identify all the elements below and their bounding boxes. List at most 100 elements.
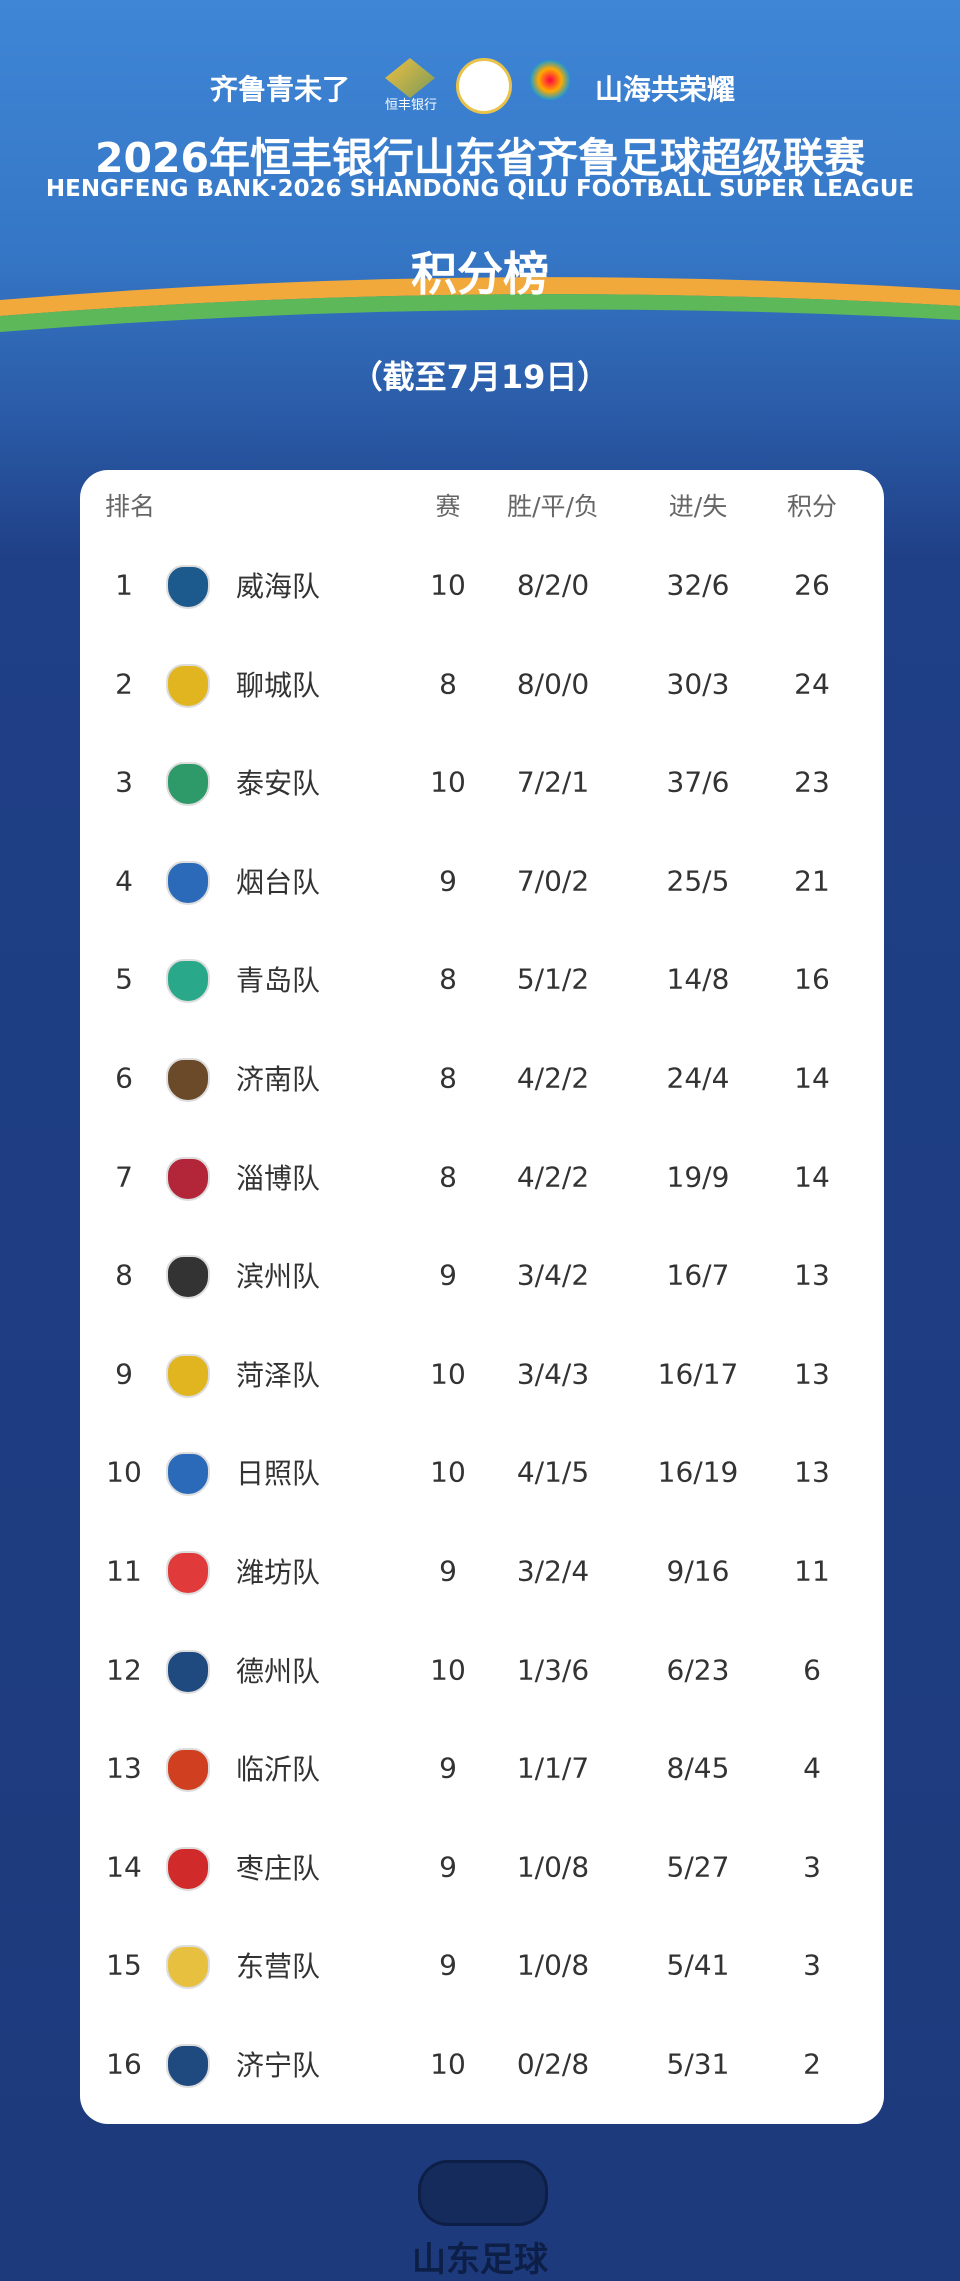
- wdl: 1/0/8: [516, 1850, 590, 1884]
- rank: 10: [106, 1455, 142, 1489]
- points: 4: [803, 1751, 821, 1785]
- team-name: 威海队: [236, 570, 321, 603]
- played: 9: [439, 1258, 457, 1292]
- lottery-logo: [530, 60, 570, 100]
- wdl: 4/2/2: [516, 1160, 590, 1194]
- points: 14: [794, 1061, 830, 1095]
- goals: 8/45: [666, 1751, 730, 1785]
- rank: 6: [115, 1061, 133, 1095]
- points: 6: [803, 1653, 821, 1687]
- sponsor-logo: [385, 58, 435, 98]
- points: 11: [794, 1554, 830, 1588]
- goals: 19/9: [666, 1160, 730, 1194]
- column-header: 积分: [786, 492, 838, 521]
- wdl: 3/4/2: [516, 1258, 590, 1292]
- wdl: 1/3/6: [516, 1653, 590, 1687]
- team-logo: [166, 1255, 210, 1300]
- team-name: 德州队: [236, 1654, 321, 1688]
- goals: 6/23: [666, 1653, 730, 1687]
- team-logo: [166, 1058, 210, 1102]
- slogan: 山海共荣耀: [595, 73, 736, 106]
- rank: 2: [115, 667, 133, 701]
- footer-brand: 山东足球: [412, 2240, 548, 2280]
- team-logo: [166, 860, 210, 905]
- played: 8: [439, 667, 457, 701]
- team-name: 济宁队: [236, 2049, 321, 2082]
- wdl: 3/2/4: [516, 1554, 590, 1588]
- played: 10: [430, 1653, 466, 1687]
- team-name: 东营队: [236, 1950, 321, 1984]
- points: 13: [794, 1258, 830, 1292]
- sponsor-name: 恒丰银行: [385, 98, 438, 113]
- column-header: 胜/平/负: [507, 492, 599, 521]
- column-header: 赛: [435, 492, 461, 521]
- played: 9: [439, 1554, 457, 1588]
- stripes: [0, 277, 960, 332]
- team-name: 聊城队: [236, 668, 321, 702]
- rank: 14: [106, 1850, 142, 1884]
- subtitle: HENGFENG BANK·2026 SHANDONG QILU FOOTBAL…: [45, 176, 915, 202]
- played: 10: [430, 568, 466, 602]
- wdl: 4/2/2: [516, 1061, 590, 1095]
- team-logo: [166, 1156, 210, 1201]
- goals: 16/19: [657, 1455, 739, 1489]
- goals: 37/6: [666, 765, 730, 799]
- team-name: 济南队: [236, 1063, 321, 1096]
- rank: 12: [106, 1653, 142, 1687]
- team-logo: [166, 1945, 210, 1990]
- column-header: 进/失: [668, 492, 728, 521]
- wdl: 7/0/2: [516, 864, 590, 898]
- wdl: 8/0/0: [516, 667, 590, 701]
- goals: 16/7: [666, 1258, 730, 1292]
- team-name: 淄博队: [236, 1161, 321, 1195]
- goals: 32/6: [666, 568, 730, 602]
- played: 9: [439, 1948, 457, 1982]
- rank: 9: [115, 1357, 133, 1391]
- team-logo: [166, 1649, 210, 1694]
- team-name: 潍坊队: [236, 1556, 321, 1589]
- points: 23: [794, 765, 830, 799]
- goals: 5/41: [666, 1948, 730, 1982]
- played: 9: [439, 864, 457, 898]
- rank: 5: [115, 962, 133, 996]
- goals: 30/3: [666, 667, 730, 701]
- played: 10: [430, 2047, 466, 2081]
- rank: 4: [115, 864, 133, 898]
- team-logo: [166, 565, 210, 609]
- rank: 1: [115, 568, 133, 602]
- rank: 11: [106, 1554, 142, 1588]
- played: 10: [430, 765, 466, 799]
- team-name: 青岛队: [236, 964, 321, 998]
- team-name: 日照队: [236, 1457, 321, 1491]
- team-name: 泰安队: [236, 767, 321, 801]
- rank: 15: [106, 1948, 142, 1982]
- points: 26: [794, 568, 830, 602]
- goals: 14/8: [666, 962, 730, 996]
- team-name: 枣庄队: [236, 1851, 321, 1885]
- goals: 16/17: [657, 1357, 739, 1391]
- goals: 5/31: [666, 2047, 730, 2081]
- wdl: 1/0/8: [516, 1948, 590, 1982]
- column-header: 排名: [105, 492, 156, 521]
- heading: 积分榜: [411, 247, 549, 301]
- team-name: 临沂队: [236, 1753, 321, 1787]
- rank: 16: [106, 2047, 142, 2081]
- team-logo: [166, 1748, 210, 1793]
- points: 3: [803, 1948, 821, 1982]
- rank: 8: [115, 1258, 133, 1292]
- standings-table: 排名赛胜/平/负 进/失 积分 1 威海队 10 8/2/0 32/6 26 2 聊城队 8 8/0/0…: [80, 470, 884, 2124]
- points: 14: [794, 1160, 830, 1194]
- wdl: 5/1/2: [516, 962, 590, 996]
- team-logo: [166, 2044, 210, 2088]
- points: 13: [794, 1357, 830, 1391]
- slogan: 齐鲁青未了: [210, 73, 351, 106]
- league-logo: [456, 58, 512, 114]
- rank: 13: [106, 1751, 142, 1785]
- stripe: [0, 277, 960, 316]
- goals: 25/5: [666, 864, 730, 898]
- played: 9: [439, 1751, 457, 1785]
- played: 8: [439, 1061, 457, 1095]
- team-logo: [166, 1846, 210, 1891]
- wdl: 1/1/7: [516, 1751, 590, 1785]
- team-logo: [166, 959, 210, 1004]
